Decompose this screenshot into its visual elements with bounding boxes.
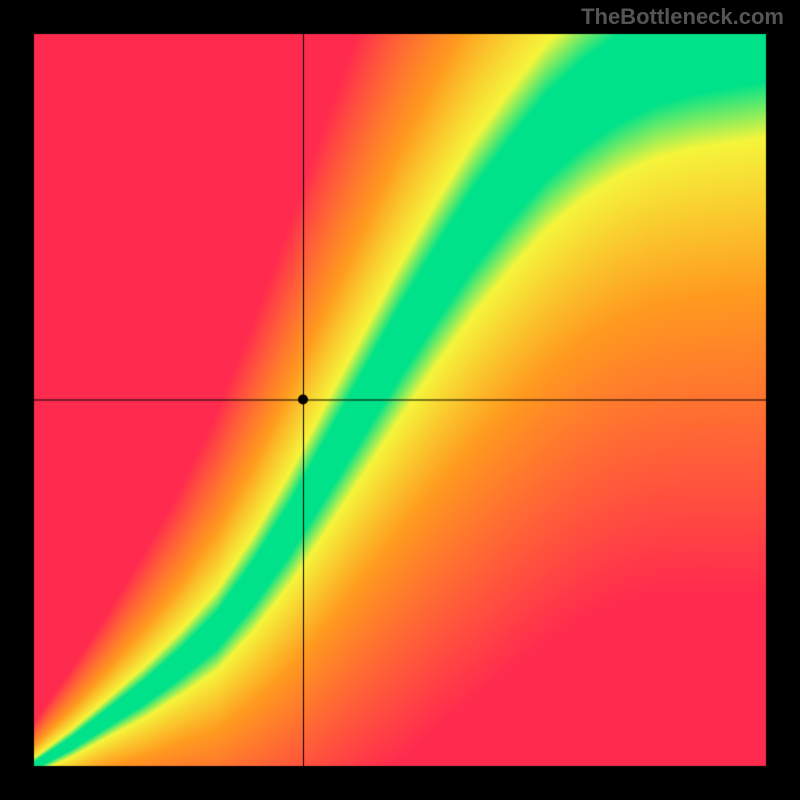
watermark-text: TheBottleneck.com <box>581 4 784 30</box>
heatmap-canvas <box>0 0 800 800</box>
chart-container: TheBottleneck.com <box>0 0 800 800</box>
